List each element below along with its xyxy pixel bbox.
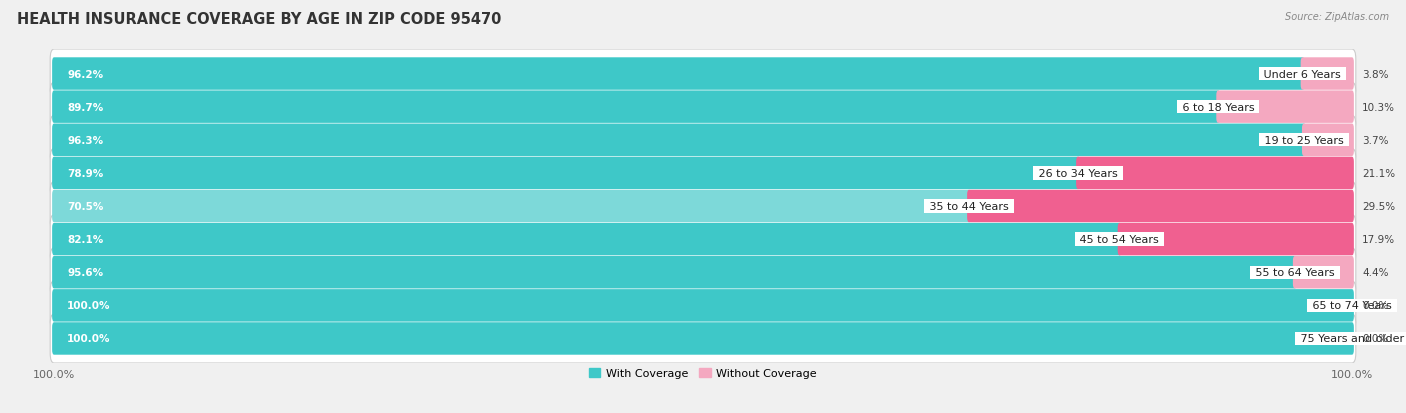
FancyBboxPatch shape: [52, 157, 1080, 190]
FancyBboxPatch shape: [52, 124, 1306, 157]
FancyBboxPatch shape: [52, 91, 1220, 123]
FancyBboxPatch shape: [51, 149, 1355, 198]
FancyBboxPatch shape: [52, 290, 1354, 322]
Text: 3.8%: 3.8%: [1362, 69, 1389, 79]
FancyBboxPatch shape: [1294, 256, 1354, 289]
Text: 96.3%: 96.3%: [67, 135, 103, 145]
FancyBboxPatch shape: [1216, 91, 1354, 123]
Text: 29.5%: 29.5%: [1362, 202, 1395, 211]
Text: 17.9%: 17.9%: [1362, 235, 1395, 244]
Text: 100.0%: 100.0%: [67, 334, 111, 344]
Text: 19 to 25 Years: 19 to 25 Years: [1261, 135, 1347, 145]
Text: 89.7%: 89.7%: [67, 102, 103, 112]
Text: Under 6 Years: Under 6 Years: [1261, 69, 1344, 79]
Text: 0.0%: 0.0%: [1362, 301, 1389, 311]
FancyBboxPatch shape: [51, 182, 1355, 231]
Text: 3.7%: 3.7%: [1362, 135, 1389, 145]
FancyBboxPatch shape: [51, 215, 1355, 264]
FancyBboxPatch shape: [967, 190, 1354, 223]
FancyBboxPatch shape: [51, 248, 1355, 297]
Text: 95.6%: 95.6%: [67, 268, 103, 278]
FancyBboxPatch shape: [51, 314, 1355, 363]
FancyBboxPatch shape: [1302, 124, 1354, 157]
FancyBboxPatch shape: [51, 50, 1355, 99]
FancyBboxPatch shape: [1076, 157, 1354, 190]
Text: 70.5%: 70.5%: [67, 202, 104, 211]
Text: 82.1%: 82.1%: [67, 235, 103, 244]
FancyBboxPatch shape: [52, 323, 1354, 355]
FancyBboxPatch shape: [52, 256, 1296, 289]
Legend: With Coverage, Without Coverage: With Coverage, Without Coverage: [585, 364, 821, 383]
FancyBboxPatch shape: [51, 83, 1355, 132]
FancyBboxPatch shape: [52, 58, 1305, 90]
Text: 21.1%: 21.1%: [1362, 169, 1395, 178]
Text: 96.2%: 96.2%: [67, 69, 103, 79]
Text: 65 to 74 Years: 65 to 74 Years: [1309, 301, 1395, 311]
FancyBboxPatch shape: [1301, 58, 1354, 90]
Text: 6 to 18 Years: 6 to 18 Years: [1178, 102, 1258, 112]
Text: Source: ZipAtlas.com: Source: ZipAtlas.com: [1285, 12, 1389, 22]
Text: 100.0%: 100.0%: [67, 301, 111, 311]
Text: 4.4%: 4.4%: [1362, 268, 1389, 278]
Text: 0.0%: 0.0%: [1362, 334, 1389, 344]
Text: 35 to 44 Years: 35 to 44 Years: [927, 202, 1012, 211]
FancyBboxPatch shape: [52, 223, 1122, 256]
FancyBboxPatch shape: [1118, 223, 1354, 256]
Text: HEALTH INSURANCE COVERAGE BY AGE IN ZIP CODE 95470: HEALTH INSURANCE COVERAGE BY AGE IN ZIP …: [17, 12, 502, 27]
Text: 75 Years and older: 75 Years and older: [1296, 334, 1406, 344]
Text: 78.9%: 78.9%: [67, 169, 103, 178]
Text: 55 to 64 Years: 55 to 64 Years: [1251, 268, 1339, 278]
FancyBboxPatch shape: [51, 116, 1355, 165]
FancyBboxPatch shape: [51, 281, 1355, 330]
FancyBboxPatch shape: [52, 190, 972, 223]
Text: 26 to 34 Years: 26 to 34 Years: [1035, 169, 1121, 178]
Text: 10.3%: 10.3%: [1362, 102, 1395, 112]
Text: 45 to 54 Years: 45 to 54 Years: [1077, 235, 1163, 244]
